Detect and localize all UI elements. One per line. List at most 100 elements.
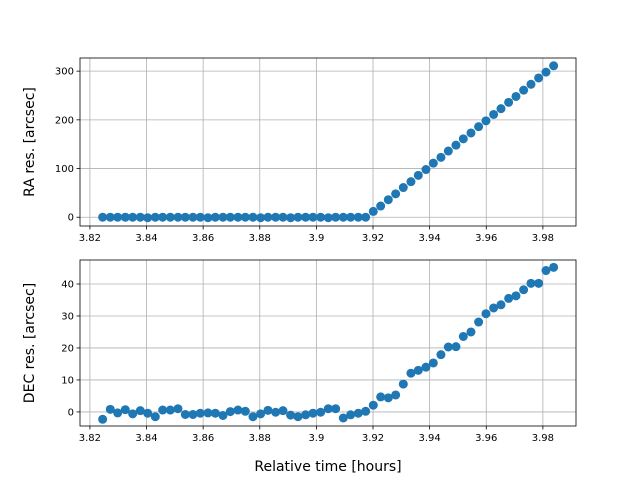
x-tick-label: 3.94 [419,433,441,444]
point [301,410,311,420]
x-tick-label: 3.98 [532,433,554,444]
point [271,212,281,222]
point [233,212,243,222]
point [451,342,461,352]
x-tick-label: 3.84 [135,233,157,244]
x-tick-label: 3.94 [419,233,441,244]
y-tick-label: 40 [61,279,74,290]
point [383,393,393,403]
point [98,212,108,222]
y-tick-label: 30 [61,311,74,322]
point [143,408,153,418]
point [443,146,453,156]
y-tick-label: 10 [61,375,74,386]
point [496,104,506,114]
x-tick-label: 3.92 [362,233,384,244]
y-axis-label: RA res. [arcsec] [22,87,38,197]
point [240,212,250,222]
point [256,409,266,419]
point [413,170,423,180]
point [210,408,220,418]
point [113,408,123,418]
point [120,405,130,415]
point [225,212,235,222]
point [346,410,356,420]
point [353,212,363,222]
point [511,291,521,301]
point [443,342,453,352]
point [150,212,160,222]
point [308,408,318,418]
point [458,134,468,144]
point [436,350,446,360]
point [361,212,371,222]
point [534,278,544,288]
point [113,212,123,222]
x-tick-label: 3.86 [192,233,214,244]
point [519,285,529,295]
point [203,213,213,223]
x-tick-label: 3.9 [308,233,324,244]
y-tick-label: 0 [68,407,74,418]
point [256,213,266,223]
point [188,409,198,419]
point [248,412,258,422]
point [188,212,198,222]
point [511,91,521,101]
point [173,212,183,222]
point [474,317,484,327]
point [195,408,205,418]
point [376,201,386,211]
point [481,116,491,126]
y-tick-label: 200 [55,115,74,126]
point [278,406,288,416]
point [158,405,168,415]
point [391,189,401,199]
point [203,408,213,418]
point [271,407,281,417]
y-tick-label: 300 [55,67,74,78]
point [519,85,529,95]
point [286,410,296,420]
point [391,390,401,400]
point [526,79,536,89]
point [135,406,145,416]
x-tick-label: 3.82 [79,433,101,444]
y-tick-label: 20 [61,343,74,354]
point [451,140,461,150]
point [150,412,160,422]
point [489,303,499,313]
point [173,404,183,414]
point [428,358,438,368]
point [413,365,423,375]
point [361,406,371,416]
point [180,409,190,419]
point [398,379,408,389]
point [436,152,446,162]
point [346,212,356,222]
point [308,212,318,222]
point [240,406,250,416]
point [105,212,115,222]
point [218,410,228,420]
point [383,195,393,205]
point [233,405,243,415]
point [458,331,468,341]
point [526,278,536,288]
point [301,212,311,222]
x-tick-label: 3.96 [475,433,497,444]
point [338,413,348,423]
point [466,327,476,337]
axes-frame [79,259,577,427]
point [496,300,506,310]
point [406,177,416,187]
x-tick-label: 3.86 [192,433,214,444]
point [376,392,386,402]
point [98,414,108,424]
point [368,206,378,216]
point [263,212,273,222]
x-axis-label: Relative time [hours] [254,459,401,475]
point [128,409,138,419]
point [293,412,303,422]
